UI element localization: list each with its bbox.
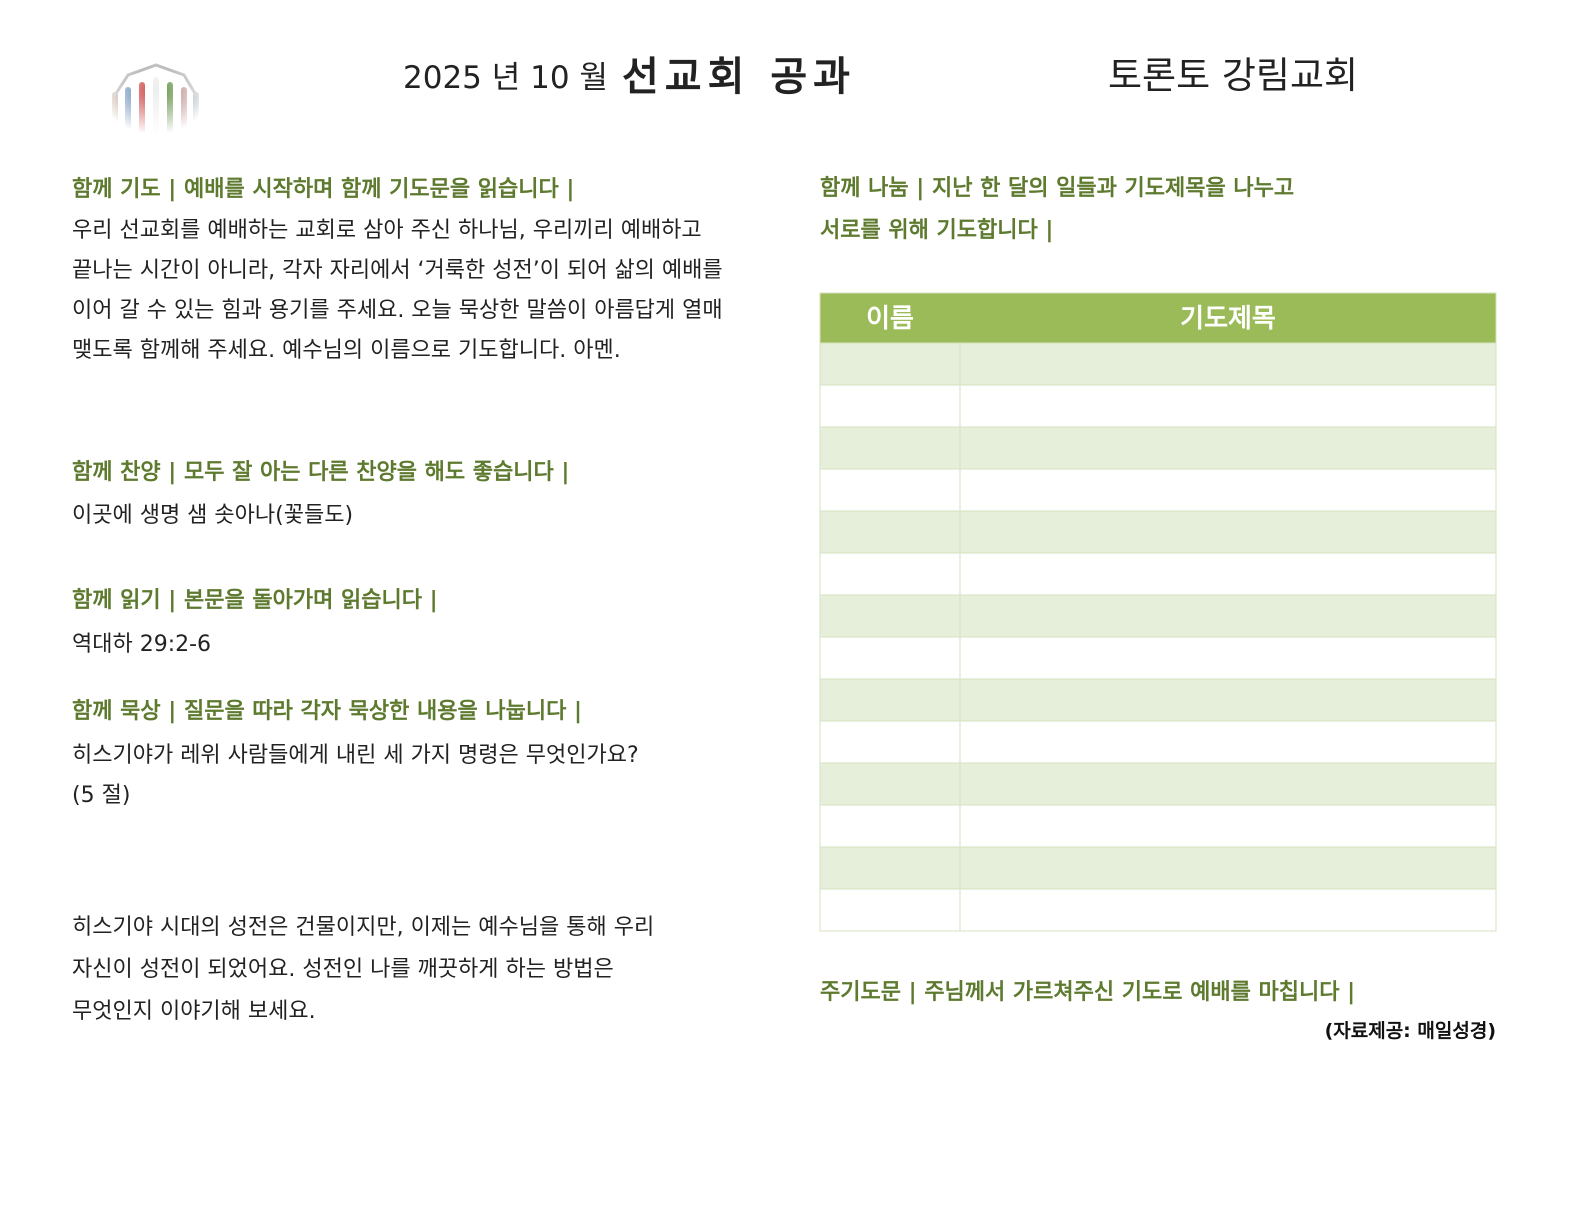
table-row <box>819 552 1497 596</box>
section-text: 끝나는 시간이 아니라, 각자 자리에서 ‘거룩한 성전’이 되어 삶의 예배를 <box>72 258 723 283</box>
table-row <box>819 888 1497 932</box>
table-row <box>819 762 1497 806</box>
sharing-heading: 함께 나눔 | 지난 한 달의 일들과 기도제목을 나누고 <box>820 176 1295 201</box>
table-row <box>819 720 1497 764</box>
paragraph-line: 히스기야 시대의 성전은 건물이지만, 이제는 예수님을 통해 우리 <box>72 915 655 940</box>
paragraph-line: 무엇인지 이야기해 보세요. <box>72 999 316 1024</box>
section-text: 맺도록 함께해 주세요. 예수님의 이름으로 기도합니다. 아멘. <box>72 338 621 363</box>
title: 선교회 공과 <box>622 54 856 100</box>
table-row <box>819 426 1497 470</box>
credit: (자료제공: 매일성경) <box>1324 1020 1496 1042</box>
section-text: (5 절) <box>72 783 131 808</box>
section-text: 우리 선교회를 예배하는 교회로 삼아 주신 하나님, 우리끼리 예배하고 <box>72 218 702 243</box>
table-row <box>819 342 1497 386</box>
table-row <box>819 468 1497 512</box>
section-text: 이어 갈 수 있는 힘과 용기를 주세요. 오늘 묵상한 말씀이 아름답게 열매 <box>72 298 723 323</box>
section-heading: 함께 찬양 | 모두 잘 아는 다른 찬양을 해도 좋습니다 | <box>72 460 570 485</box>
section-text: 이곳에 생명 샘 솟아나(꽃들도) <box>72 503 354 528</box>
date: 2025 년 10 월 <box>403 60 608 96</box>
section-text: 역대하 29:2-6 <box>72 632 212 657</box>
church: 토론토 강림교회 <box>1108 54 1359 97</box>
sharing-heading: 서로를 위해 기도합니다 | <box>820 218 1054 243</box>
paragraph-line: 자신이 성전이 되었어요. 성전인 나를 깨끗하게 하는 방법은 <box>72 957 614 982</box>
table-row <box>819 846 1497 890</box>
logo <box>100 45 210 135</box>
table-header: 기도제목 <box>1180 304 1276 334</box>
table-row <box>819 594 1497 638</box>
table-row <box>819 510 1497 554</box>
table-row <box>819 804 1497 848</box>
table-border <box>819 292 1497 932</box>
section-heading: 함께 기도 | 예배를 시작하며 함께 기도문을 읽습니다 | <box>72 177 575 202</box>
table-row <box>819 636 1497 680</box>
table-header: 이름 <box>866 304 914 334</box>
table-row <box>819 678 1497 722</box>
table-header-bg <box>820 293 1496 343</box>
section-heading: 함께 읽기 | 본문을 돌아가며 읽습니다 | <box>72 588 438 613</box>
section-heading: 함께 묵상 | 질문을 따라 각자 묵상한 내용을 나눕니다 | <box>72 699 583 724</box>
closing-heading: 주기도문 | 주님께서 가르쳐주신 기도로 예배를 마칩니다 | <box>820 980 1356 1005</box>
section-text: 히스기야가 레위 사람들에게 내린 세 가지 명령은 무엇인가요? <box>72 743 639 768</box>
table-row <box>819 384 1497 428</box>
